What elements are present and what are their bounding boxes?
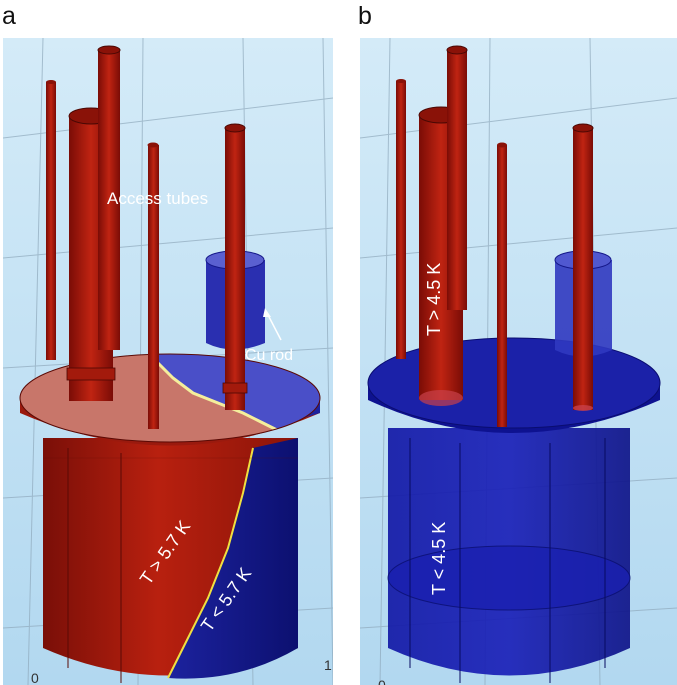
temperature-high-label: T > 4.5 K xyxy=(424,263,444,336)
access-tubes xyxy=(46,45,248,429)
access-tubes-label: Access tubes xyxy=(107,189,208,208)
access-tubes xyxy=(396,45,594,427)
panel-a-simulation: Access tubes Cu rod T > 5.7 K T < 5.7 K … xyxy=(3,38,333,685)
axis-tick-0: 0 xyxy=(31,670,39,685)
cu-rod-label: Cu rod xyxy=(245,347,293,364)
tube-back xyxy=(97,45,121,350)
tube-middle-thin xyxy=(147,142,159,429)
tube-right xyxy=(222,123,248,410)
axis-tick-1: 1 xyxy=(324,657,332,673)
panel-b-simulation: T > 4.5 K T < 4.5 K 0 xyxy=(360,38,677,685)
cylinder-body xyxy=(387,428,631,683)
tube-right xyxy=(572,123,594,411)
panel-b-letter: b xyxy=(358,2,372,30)
axis-tick-0: 0 xyxy=(378,677,386,685)
tube-middle-thin xyxy=(497,142,507,427)
cylinder-body xyxy=(43,438,298,683)
panel-a-svg: Access tubes Cu rod T > 5.7 K T < 5.7 K … xyxy=(3,38,333,685)
panel-a-letter: a xyxy=(2,2,16,30)
temperature-low-label: T < 4.5 K xyxy=(429,522,449,595)
tube-left-thin xyxy=(46,80,56,360)
panel-b-svg: T > 4.5 K T < 4.5 K 0 xyxy=(360,38,677,685)
cu-rod-arrow xyxy=(263,308,282,341)
tube-left-thin xyxy=(396,79,406,359)
tube-back xyxy=(446,45,468,310)
